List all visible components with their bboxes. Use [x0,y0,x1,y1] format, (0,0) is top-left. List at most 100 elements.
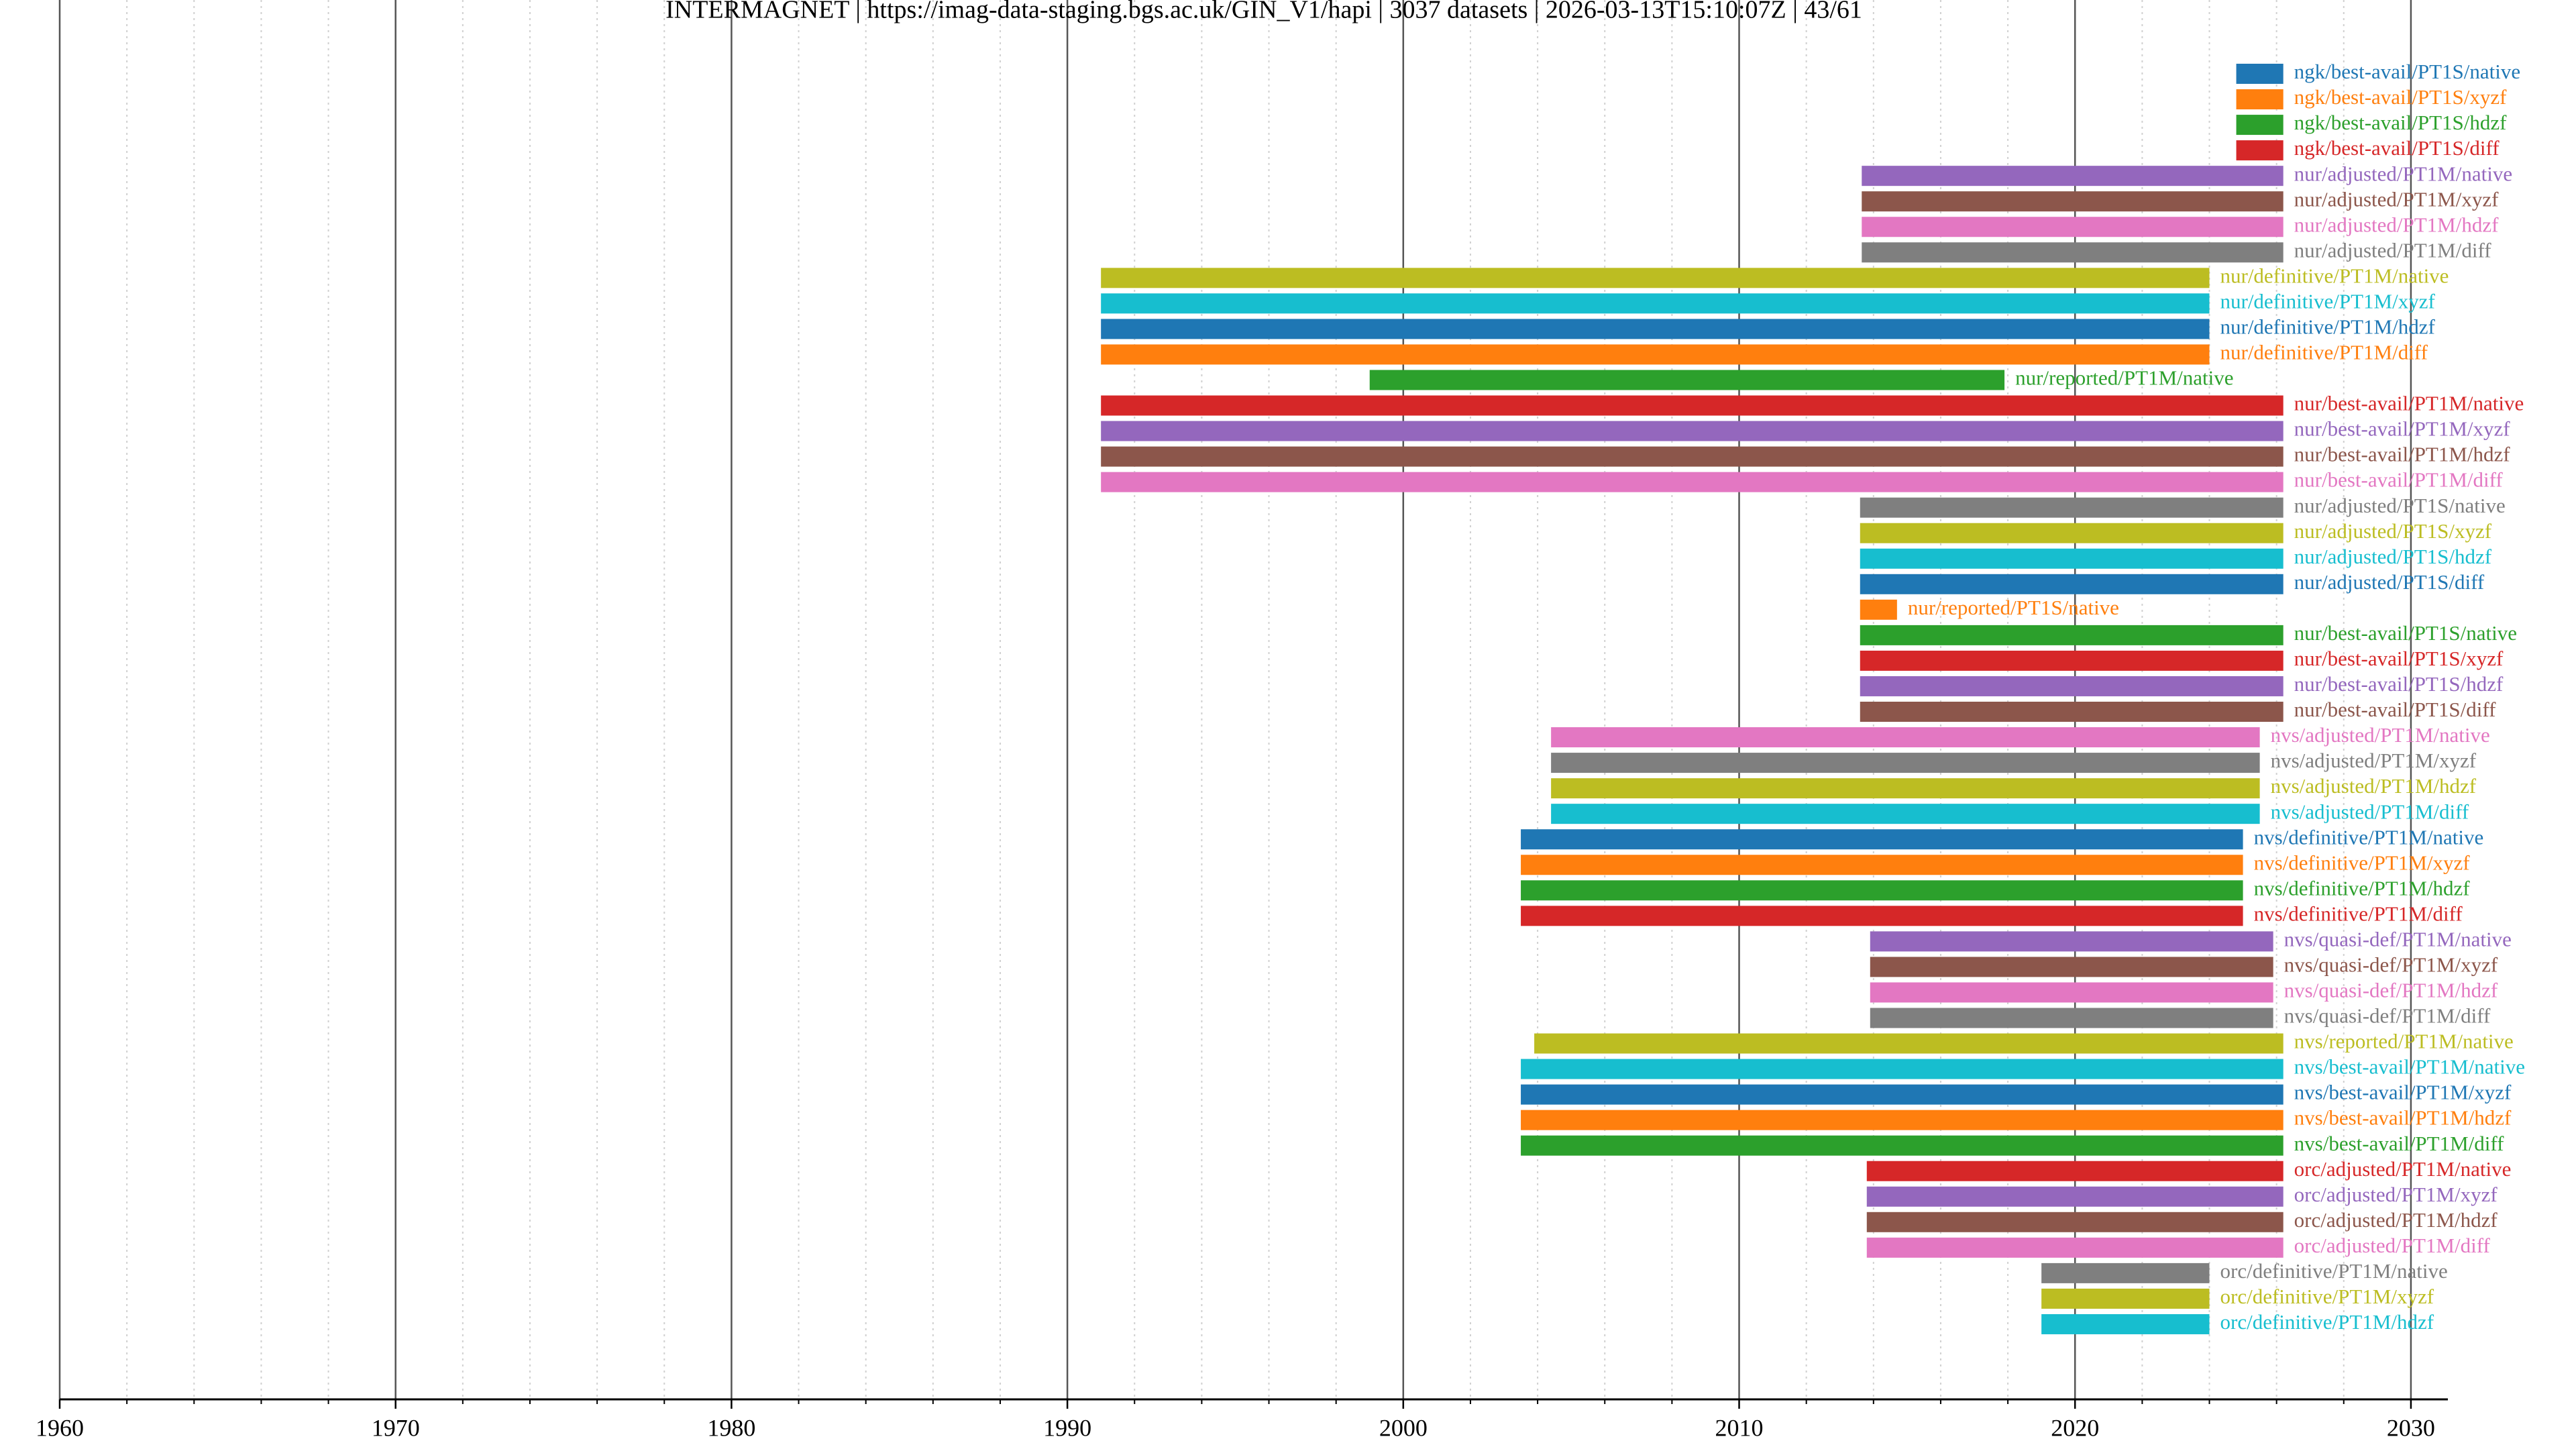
bar [1521,1059,2284,1079]
bar-label: orc/adjusted/PT1M/native [2294,1157,2512,1181]
bar-label: nur/adjusted/PT1S/diff [2294,570,2485,594]
bar [1860,523,2284,543]
bar-label: nur/adjusted/PT1M/hdzf [2294,213,2499,236]
bar-label: nur/best-avail/PT1M/diff [2294,468,2504,492]
x-tick-label: 1960 [36,1414,84,1441]
bar-label: nur/adjusted/PT1S/hdzf [2294,545,2492,568]
x-tick-label: 1970 [372,1414,420,1441]
bar [1860,497,2284,518]
bar-label: nur/adjusted/PT1M/xyzf [2294,187,2499,211]
bar-label: nur/best-avail/PT1M/native [2294,392,2524,415]
bar-label: ngk/best-avail/PT1S/hdzf [2294,111,2508,134]
x-tick-label: 2030 [2387,1414,2435,1441]
bar-label: nur/adjusted/PT1S/xyzf [2294,519,2492,543]
bar-label: orc/adjusted/PT1M/xyzf [2294,1183,2498,1206]
bar [1551,727,2260,748]
bar-label: nur/definitive/PT1M/diff [2220,341,2428,364]
bar [2236,140,2284,161]
bar [1534,1033,2284,1054]
bar-label: orc/adjusted/PT1M/diff [2294,1234,2491,1257]
bar-label: nvs/adjusted/PT1M/hdzf [2271,774,2477,798]
bar-label: orc/adjusted/PT1M/hdzf [2294,1208,2498,1232]
bar-label: nvs/best-avail/PT1M/diff [2294,1132,2505,1155]
bar [1101,446,2284,467]
bar [1870,982,2273,1003]
x-tick-label: 2010 [1715,1414,1764,1441]
bar [1101,344,2210,365]
bar-label: nur/adjusted/PT1M/native [2294,162,2512,185]
bar-label: nur/adjusted/PT1M/diff [2294,238,2492,262]
bar-label: nvs/best-avail/PT1M/native [2294,1055,2525,1079]
bar-label: nvs/definitive/PT1M/xyzf [2254,851,2471,874]
bar [1866,1186,2284,1207]
bar-label: nur/adjusted/PT1S/native [2294,494,2506,517]
bar [2236,64,2284,84]
bar [2041,1313,2210,1334]
bar [1866,1212,2284,1232]
bar-label: nvs/best-avail/PT1M/hdzf [2294,1106,2512,1130]
bar-label: nur/best-avail/PT1M/hdzf [2294,443,2511,466]
bar-label: nvs/quasi-def/PT1M/native [2284,927,2512,951]
bar [1860,676,2284,696]
bar-label: nur/best-avail/PT1S/native [2294,621,2517,645]
bar [1860,702,2284,722]
bar [1101,421,2284,441]
bar-label: nvs/definitive/PT1M/native [2254,825,2484,849]
bar [1862,166,2284,186]
bar-label: ngk/best-avail/PT1S/native [2294,60,2521,83]
bar-label: orc/definitive/PT1M/hdzf [2220,1310,2434,1334]
bar-label: orc/definitive/PT1M/native [2220,1259,2448,1283]
bar [2236,115,2284,136]
bar [1866,1237,2284,1258]
x-tick-label: 1980 [707,1414,755,1441]
bar [1101,472,2284,492]
bar [1521,906,2243,926]
bar [1551,753,2260,773]
bar-label: orc/definitive/PT1M/xyzf [2220,1285,2434,1308]
bar [1862,191,2284,212]
bar-label: nvs/adjusted/PT1M/xyzf [2271,749,2477,772]
bar-label: nur/best-avail/PT1S/hdzf [2294,672,2504,696]
bar [2041,1288,2210,1309]
bar [1860,548,2284,569]
bar-label: nur/reported/PT1M/native [2015,366,2233,390]
bar [1101,319,2210,339]
bar [1870,957,2273,977]
bar-label: nur/best-avail/PT1M/xyzf [2294,417,2511,441]
bar [1862,217,2284,237]
bar [1521,829,2243,850]
bar [1551,804,2260,824]
bar-label: nur/definitive/PT1M/hdzf [2220,315,2436,339]
bar [2236,89,2284,110]
bar-label: nur/definitive/PT1M/native [2220,264,2449,287]
bar [1101,293,2210,314]
bar [1521,855,2243,875]
bars: ngk/best-avail/PT1S/native ngk/best-avail… [1101,60,2525,1334]
bar-label: ngk/best-avail/PT1S/diff [2294,136,2500,160]
bar-label: nvs/quasi-def/PT1M/diff [2284,1004,2491,1028]
bar [1101,395,2284,416]
bar-label: nur/best-avail/PT1S/diff [2294,698,2496,721]
bar [1860,574,2284,594]
bar [1870,1008,2273,1028]
bar [1860,599,1897,620]
bar [1860,625,2284,645]
bar-label: nvs/definitive/PT1M/hdzf [2254,876,2471,900]
bar-label: nvs/best-avail/PT1M/xyzf [2294,1081,2512,1104]
bar [1521,1110,2284,1130]
bar [1521,880,2243,901]
bar-label: nvs/quasi-def/PT1M/xyzf [2284,953,2498,977]
bar-label: nvs/adjusted/PT1M/native [2271,723,2490,747]
x-tick-label: 2020 [2051,1414,2099,1441]
bar [1866,1161,2284,1181]
x-tick-label: 1990 [1043,1414,1091,1441]
bar-label: nvs/quasi-def/PT1M/hdzf [2284,979,2498,1002]
bar-label: nvs/adjusted/PT1M/diff [2271,800,2469,823]
bar-label: nur/definitive/PT1M/xyzf [2220,289,2436,313]
bar-label: nvs/definitive/PT1M/diff [2254,902,2463,925]
bar [1369,370,2005,390]
bar [1551,778,2260,799]
bar [1101,268,2210,288]
